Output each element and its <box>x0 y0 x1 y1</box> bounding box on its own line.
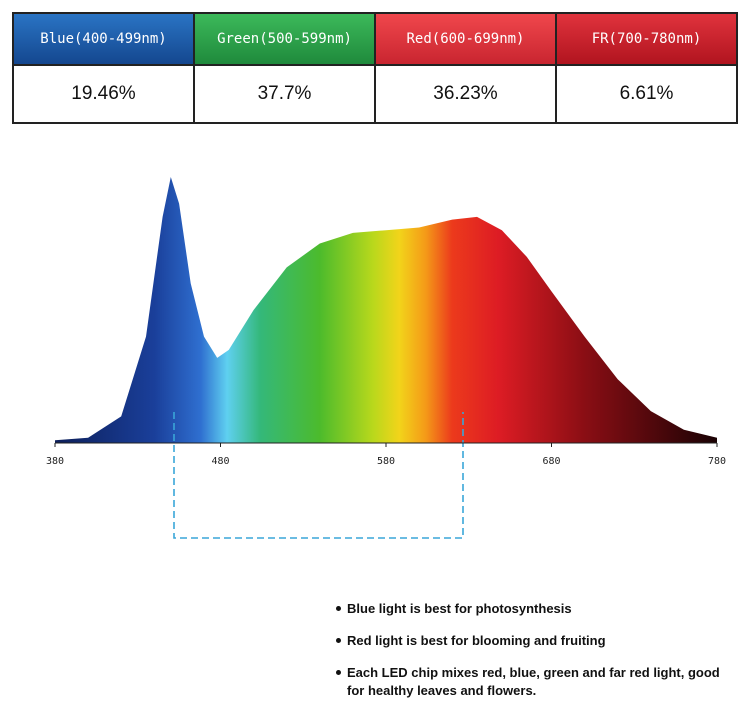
spectrum-table: Blue(400-499nm) Green(500-599nm) Red(600… <box>12 12 738 124</box>
x-tick-label: 780 <box>708 456 726 467</box>
value-cell: 37.7% <box>193 64 376 124</box>
value-cell: 36.23% <box>374 64 557 124</box>
x-tick-label: 680 <box>542 456 560 467</box>
value-cell: 6.61% <box>555 64 738 124</box>
header-cell: Red(600-699nm) <box>374 12 557 66</box>
x-tick-label: 480 <box>211 456 229 467</box>
note: Red light is best for blooming and fruit… <box>336 632 736 650</box>
spectrum-area <box>55 177 717 443</box>
x-tick-label: 380 <box>46 456 64 467</box>
spectrum-chart: 380 480 580 680 780 <box>46 177 726 539</box>
value-cell: 19.46% <box>12 64 195 124</box>
header-cell: FR(700-780nm) <box>555 12 738 66</box>
header-cell: Blue(400-499nm) <box>12 12 195 66</box>
note: Each LED chip mixes red, blue, green and… <box>336 664 736 700</box>
header-cell: Green(500-599nm) <box>193 12 376 66</box>
notes: Blue light is best for photosynthesis Re… <box>336 600 736 714</box>
bracket <box>173 412 464 539</box>
note: Blue light is best for photosynthesis <box>336 600 736 618</box>
x-tick-label: 580 <box>377 456 395 467</box>
